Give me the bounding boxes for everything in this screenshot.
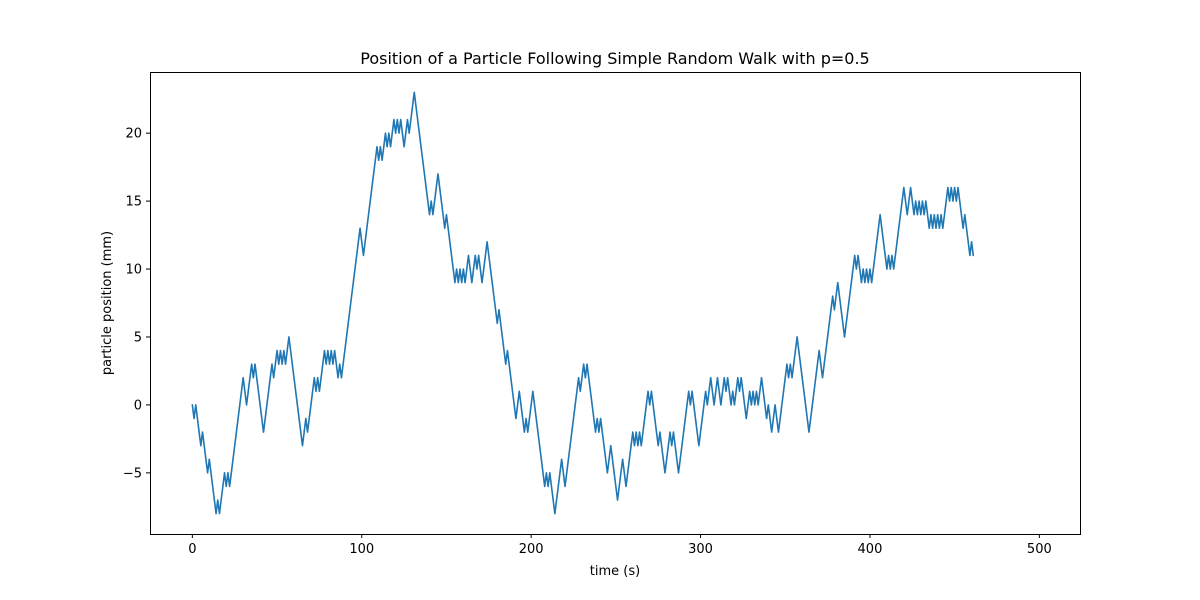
series-layer	[191, 91, 975, 515]
y-tick-label: 15	[125, 195, 142, 210]
x-tick-label: 400	[858, 542, 883, 557]
x-tick-label: 300	[688, 542, 713, 557]
x-axis-label: time (s)	[590, 564, 640, 579]
plot-frame	[150, 72, 1081, 535]
plot-area	[150, 72, 1080, 534]
x-tick-label: 200	[519, 542, 544, 557]
y-tick-label: 5	[134, 330, 142, 345]
series-line	[191, 91, 975, 515]
chart-title: Position of a Particle Following Simple …	[360, 49, 869, 68]
x-tick-label: 500	[1027, 542, 1052, 557]
y-tick-label: 0	[134, 398, 142, 413]
x-tick-label: 0	[188, 542, 196, 557]
y-axis-label: particle position (mm)	[100, 231, 115, 375]
axis-ticks: 0 100 200 300 400 500 −5 0 5 10 15 20	[123, 127, 1052, 557]
y-tick-label: 20	[125, 127, 142, 142]
x-tick-label: 100	[349, 542, 374, 557]
y-tick-label: −5	[123, 466, 142, 481]
y-tick-label: 10	[125, 263, 142, 278]
